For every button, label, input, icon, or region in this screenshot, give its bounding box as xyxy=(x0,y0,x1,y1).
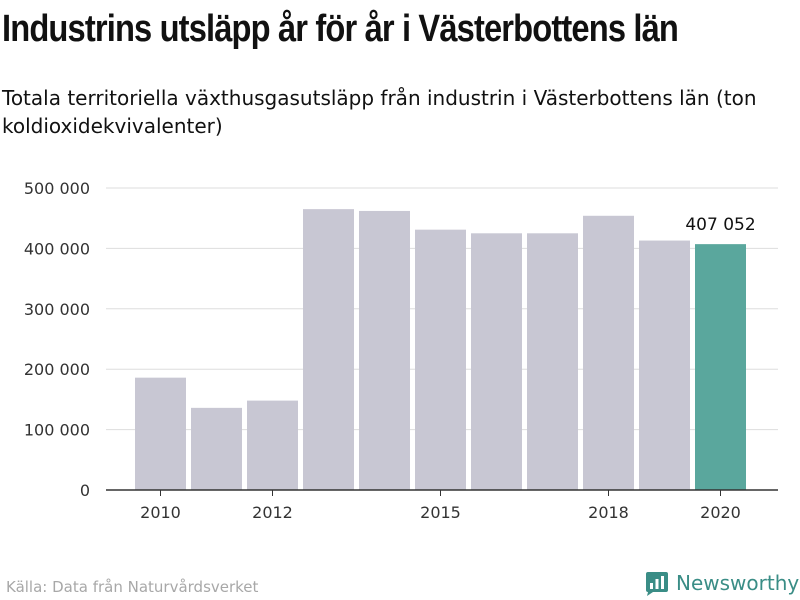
x-tick-label: 2010 xyxy=(140,503,181,522)
chart-title: Industrins utsläpp år för år i Västerbot… xyxy=(2,8,679,50)
x-tick-label: 2018 xyxy=(588,503,629,522)
bar-2017 xyxy=(527,233,578,491)
y-tick-label: 300 000 xyxy=(24,300,90,319)
bar-2014 xyxy=(359,210,410,490)
x-tick-label: 2012 xyxy=(252,503,293,522)
bar-2011 xyxy=(191,407,242,490)
y-tick-label: 500 000 xyxy=(24,179,90,198)
brand-name: Newsworthy xyxy=(676,571,800,595)
y-tick-label: 200 000 xyxy=(24,360,90,379)
x-axis-ticks: 2010 2012 2015 2018 2020 xyxy=(140,490,741,522)
y-axis-ticks: 0 100 000 200 000 300 000 400 000 500 000 xyxy=(24,179,90,500)
x-tick-label: 2015 xyxy=(420,503,461,522)
bars xyxy=(135,209,746,491)
bar-2016 xyxy=(471,233,522,491)
brand-logo: Newsworthy xyxy=(644,570,799,596)
newsworthy-logo-icon xyxy=(646,572,668,596)
bar-2019 xyxy=(639,240,690,490)
bar-2020 xyxy=(695,244,746,490)
data-labels: 407 052 xyxy=(685,215,755,235)
bar-2012 xyxy=(247,400,298,490)
y-tick-label: 400 000 xyxy=(24,239,90,258)
bar-2010 xyxy=(135,377,186,490)
bar-2015 xyxy=(415,229,466,490)
x-tick-label: 2020 xyxy=(700,503,741,522)
bar-2018 xyxy=(583,215,634,490)
chart-subtitle: Totala territoriella växthusgasutsläpp f… xyxy=(2,86,757,138)
source-note: Källa: Data från Naturvårdsverket xyxy=(6,578,259,596)
bar-2013 xyxy=(303,209,354,490)
y-tick-label: 0 xyxy=(80,481,90,500)
bar-chart: 0 100 000 200 000 300 000 400 000 500 000 201… xyxy=(24,179,778,522)
y-tick-label: 100 000 xyxy=(24,421,90,440)
data-label-2020: 407 052 xyxy=(685,215,755,235)
